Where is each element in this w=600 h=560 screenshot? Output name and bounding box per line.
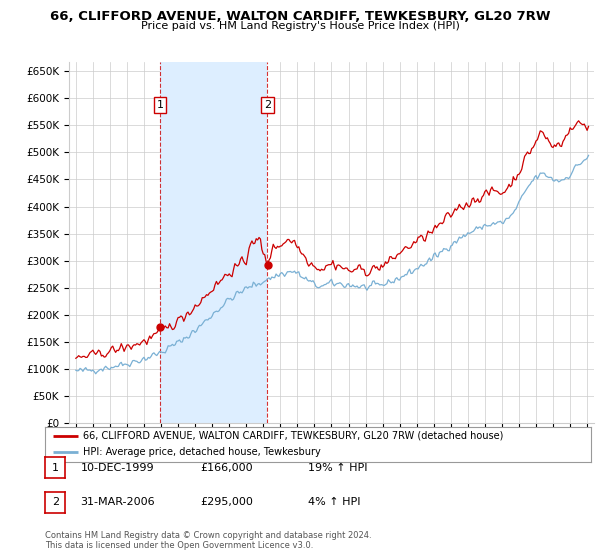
Text: 2: 2 [264,100,271,110]
Text: 1: 1 [52,463,59,473]
Text: 2: 2 [52,497,59,507]
Text: 4% ↑ HPI: 4% ↑ HPI [308,497,361,507]
Text: Contains HM Land Registry data © Crown copyright and database right 2024.
This d: Contains HM Land Registry data © Crown c… [45,530,371,550]
Text: HPI: Average price, detached house, Tewkesbury: HPI: Average price, detached house, Tewk… [83,447,321,458]
Text: 19% ↑ HPI: 19% ↑ HPI [308,463,368,473]
Text: £295,000: £295,000 [200,497,253,507]
Bar [160,62,268,423]
Text: 66, CLIFFORD AVENUE, WALTON CARDIFF, TEWKESBURY, GL20 7RW: 66, CLIFFORD AVENUE, WALTON CARDIFF, TEW… [50,10,550,23]
Text: 66, CLIFFORD AVENUE, WALTON CARDIFF, TEWKESBURY, GL20 7RW (detached house): 66, CLIFFORD AVENUE, WALTON CARDIFF, TEW… [83,431,503,441]
Text: 1: 1 [157,100,164,110]
Text: Price paid vs. HM Land Registry's House Price Index (HPI): Price paid vs. HM Land Registry's House … [140,21,460,31]
Text: 31-MAR-2006: 31-MAR-2006 [80,497,155,507]
Text: £166,000: £166,000 [200,463,253,473]
Text: 10-DEC-1999: 10-DEC-1999 [80,463,154,473]
